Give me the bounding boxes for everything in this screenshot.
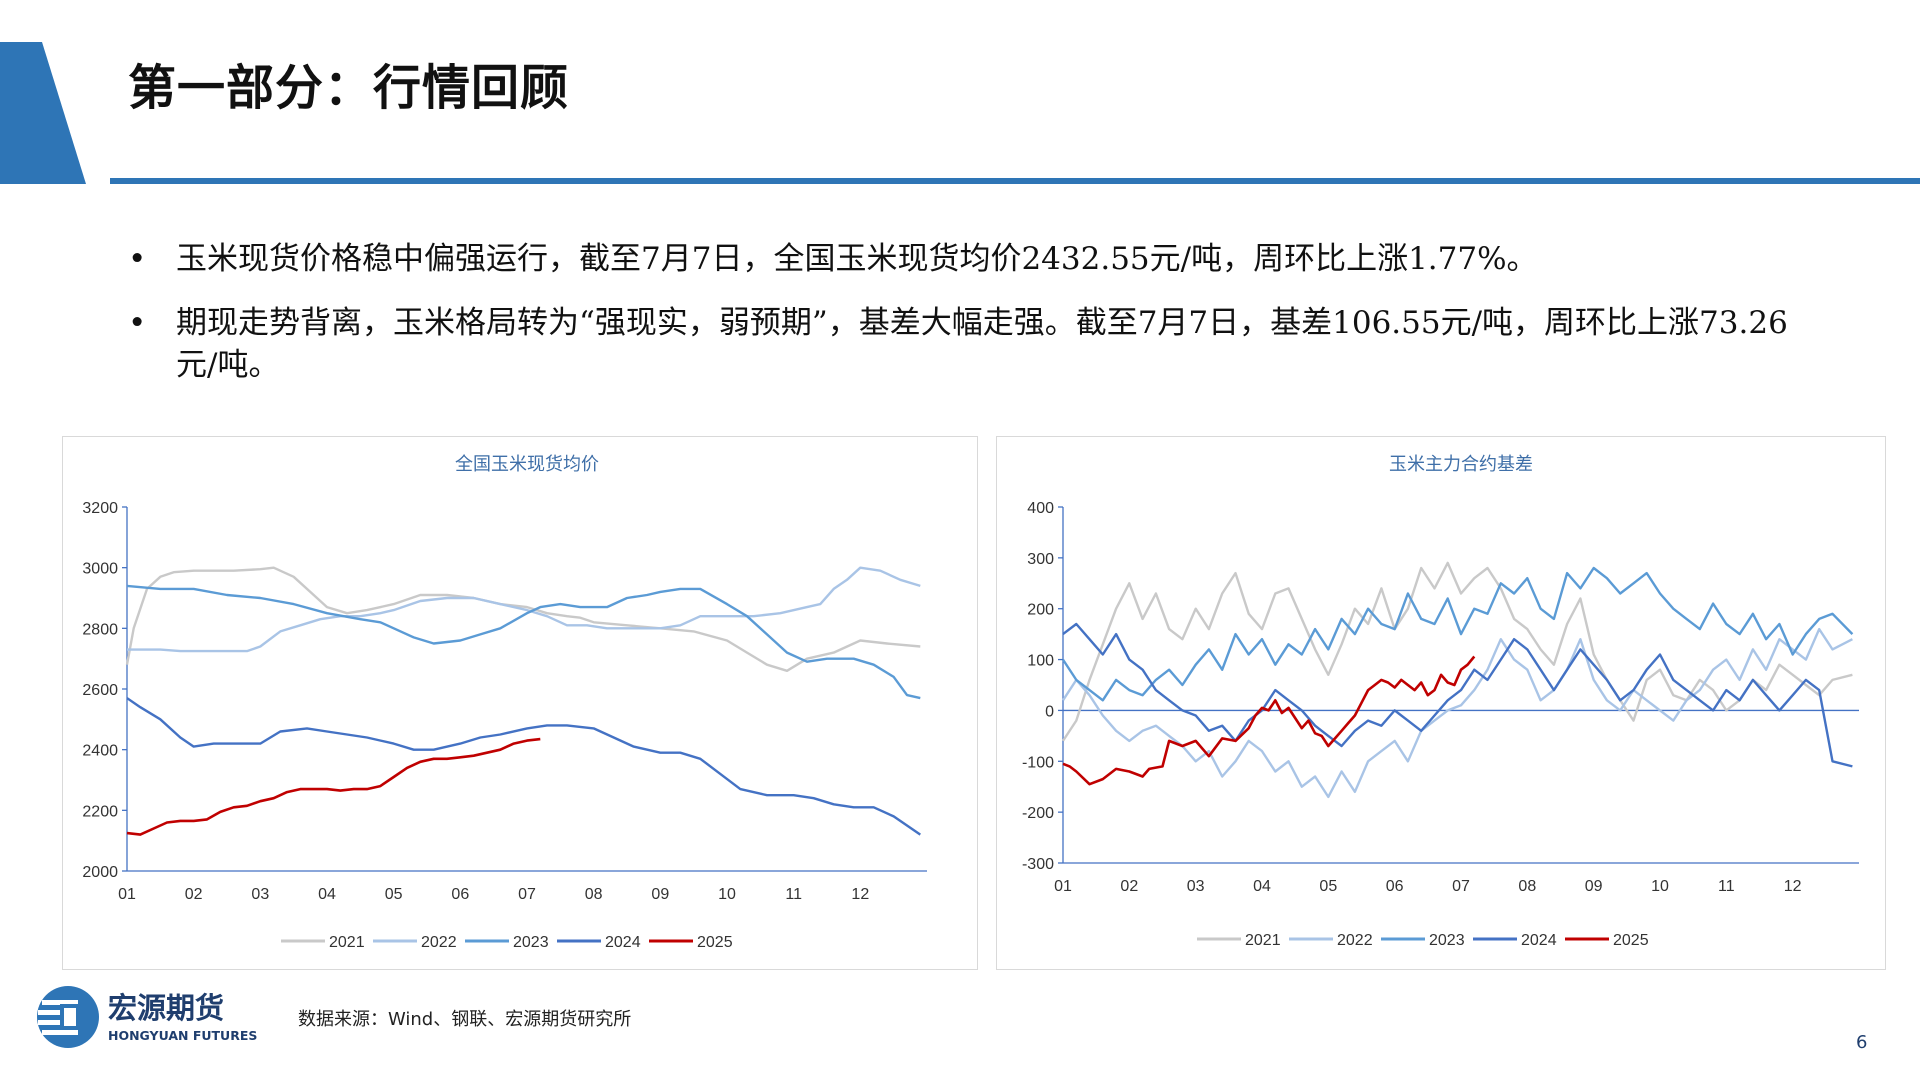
data-source-note: 数据来源：Wind、钢联、宏源期货研究所 <box>298 1009 632 1030</box>
series-line-2021 <box>125 566 921 673</box>
bullet-text: 期现走势背离，玉米格局转为“强现实，弱预期”，基差大幅走强。截至7月7日，基差1… <box>176 305 1788 383</box>
legend-label-2024: 2024 <box>1521 932 1557 949</box>
legend-label-2021: 2021 <box>1245 932 1281 949</box>
y-tick-label: 2800 <box>82 621 118 638</box>
legend-label-2024: 2024 <box>605 934 641 951</box>
legend-label-2022: 2022 <box>1337 932 1373 949</box>
bullet-item: • 玉米现货价格稳中偏强运行，截至7月7日，全国玉米现货均价2432.55元/吨… <box>128 238 1828 280</box>
spot-price-chart-panel: 全国玉米现货均价 2000 2200 2400 2600 2800 3000 3200 01 02… <box>62 436 978 970</box>
y-tick-label: 2600 <box>82 682 118 699</box>
y-tick-label: 2000 <box>82 864 118 881</box>
chart-title: 全国玉米现货均价 <box>455 454 599 475</box>
summary-bullets: • 玉米现货价格稳中偏强运行，截至7月7日，全国玉米现货均价2432.55元/吨… <box>128 238 1828 408</box>
y-tick-label: 3000 <box>82 561 118 578</box>
y-tick-label: -300 <box>1022 856 1054 873</box>
page-number: 6 <box>1856 1032 1868 1053</box>
series-line-2025 <box>126 737 541 836</box>
x-tick-label: 01 <box>118 886 136 903</box>
x-tick-label: 08 <box>585 886 603 903</box>
x-tick-label: 07 <box>1452 878 1470 895</box>
series-line-2022 <box>1061 627 1853 799</box>
legend-label-2022: 2022 <box>421 934 457 951</box>
hongyuan-logo: 宏源期货 HONGYUAN FUTURES <box>37 986 257 1048</box>
y-tick-label: 2200 <box>82 803 118 820</box>
x-tick-label: 08 <box>1518 878 1536 895</box>
x-tick-label: 06 <box>1386 878 1404 895</box>
legend-label-2023: 2023 <box>513 934 549 951</box>
x-tick-label: 09 <box>651 886 669 903</box>
series-line-2022 <box>127 566 921 653</box>
legend-label-2021: 2021 <box>329 934 365 951</box>
series-line-2024 <box>126 697 921 836</box>
x-tick-label: 02 <box>1120 878 1138 895</box>
logo-name-cn: 宏源期货 <box>108 991 224 1025</box>
x-tick-label: 01 <box>1054 878 1072 895</box>
x-tick-label: 09 <box>1585 878 1603 895</box>
series-line-2021 <box>1061 561 1853 742</box>
x-tick-label: 04 <box>1253 878 1271 895</box>
basis-chart: 玉米主力合约基差 -300 -200 -100 0 100 200 300 400 01 02 03 0… <box>1022 454 1859 949</box>
y-tick-label: 3200 <box>82 500 118 517</box>
x-tick-label: 05 <box>1319 878 1337 895</box>
x-tick-label: 04 <box>318 886 336 903</box>
x-tick-label: 10 <box>718 886 736 903</box>
legend-label-2025: 2025 <box>1613 932 1649 949</box>
x-tick-label: 12 <box>851 886 869 903</box>
x-tick-label: 03 <box>251 886 269 903</box>
chart-title: 玉米主力合约基差 <box>1389 454 1533 475</box>
page-title: 第一部分：行情回顾 <box>128 60 570 116</box>
y-tick-label: -200 <box>1022 805 1054 822</box>
series-line-2025 <box>1062 655 1476 786</box>
x-tick-label: 11 <box>785 886 802 903</box>
bullet-dot: • <box>128 305 147 341</box>
y-tick-label: 2400 <box>82 743 118 760</box>
x-tick-label: 07 <box>518 886 536 903</box>
x-tick-label: 10 <box>1651 878 1669 895</box>
x-tick-label: 06 <box>451 886 469 903</box>
x-tick-label: 02 <box>185 886 203 903</box>
y-tick-label: 300 <box>1027 551 1054 568</box>
x-tick-label: 12 <box>1784 878 1802 895</box>
bullet-text: 玉米现货价格稳中偏强运行，截至7月7日，全国玉米现货均价2432.55元/吨，周… <box>176 241 1538 277</box>
y-tick-label: 200 <box>1027 602 1054 619</box>
series-line-2023 <box>1061 566 1854 702</box>
spot-price-chart: 全国玉米现货均价 2000 2200 2400 2600 2800 3000 3200 01 02… <box>82 454 927 951</box>
logo-name-en: HONGYUAN FUTURES <box>108 1028 257 1043</box>
x-tick-label: 05 <box>385 886 403 903</box>
basis-chart-panel: 玉米主力合约基差 -300 -200 -100 0 100 200 300 400 01 02 03 0… <box>996 436 1886 970</box>
x-tick-label: 11 <box>1718 878 1735 895</box>
header-rule <box>110 178 1920 184</box>
y-tick-label: 400 <box>1027 500 1054 517</box>
legend-label-2025: 2025 <box>697 934 733 951</box>
series-line-2023 <box>126 584 921 700</box>
y-tick-label: -100 <box>1022 754 1054 771</box>
y-tick-label: 0 <box>1045 703 1054 720</box>
y-tick-label: 100 <box>1027 653 1054 670</box>
legend-label-2023: 2023 <box>1429 932 1465 949</box>
header-corner-shape <box>0 42 86 184</box>
x-tick-label: 03 <box>1187 878 1205 895</box>
bullet-item: • 期现走势背离，玉米格局转为“强现实，弱预期”，基差大幅走强。截至7月7日，基… <box>128 302 1828 386</box>
series-line-2024 <box>1062 622 1853 768</box>
bullet-dot: • <box>128 241 147 277</box>
